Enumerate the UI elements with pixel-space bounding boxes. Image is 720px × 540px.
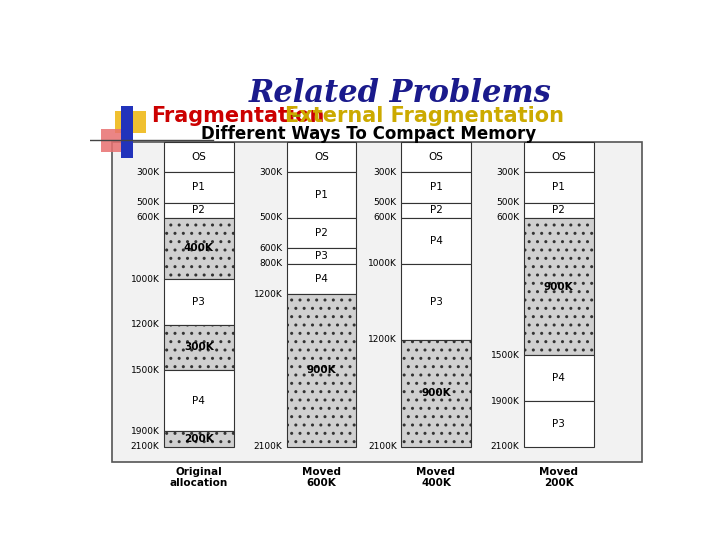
Text: P1: P1 [552, 183, 565, 192]
Bar [164, 172, 234, 202]
Text: OS: OS [428, 152, 444, 162]
Text: P4: P4 [315, 274, 328, 284]
Text: 600K: 600K [374, 213, 397, 222]
Text: P4: P4 [430, 236, 442, 246]
Text: 300K: 300K [374, 167, 397, 177]
Text: 600K: 600K [136, 213, 159, 222]
Text: 300K: 300K [184, 342, 214, 353]
Text: Fragmentation: Fragmentation [151, 106, 325, 126]
Text: 800K: 800K [259, 259, 282, 268]
Bar [164, 202, 234, 218]
Text: 300K: 300K [496, 167, 519, 177]
Text: 1000K: 1000K [130, 274, 159, 284]
Bar [164, 218, 234, 279]
Bar [164, 325, 234, 370]
Text: P2: P2 [192, 205, 205, 215]
Bar [287, 264, 356, 294]
Bar [164, 279, 234, 325]
Text: 500K: 500K [136, 198, 159, 207]
Text: P2: P2 [315, 228, 328, 238]
Text: 900K: 900K [421, 388, 451, 398]
Text: 500K: 500K [259, 213, 282, 222]
Text: Moved
400K: Moved 400K [416, 467, 456, 489]
Bar [401, 202, 471, 218]
Text: Original
allocation: Original allocation [170, 467, 228, 489]
Bar [401, 141, 471, 172]
Text: 2100K: 2100K [490, 442, 519, 451]
Bar [524, 218, 593, 355]
Text: 1200K: 1200K [253, 289, 282, 299]
Bar [287, 172, 356, 218]
Text: 500K: 500K [374, 198, 397, 207]
Bar [401, 218, 471, 264]
Text: OS: OS [314, 152, 329, 162]
Text: 1900K: 1900K [490, 396, 519, 406]
Text: 1200K: 1200K [131, 320, 159, 329]
Bar [287, 248, 356, 264]
Bar [524, 141, 593, 172]
Text: P3: P3 [430, 297, 442, 307]
Bar [401, 264, 471, 340]
Text: 200K: 200K [184, 434, 214, 444]
Text: 300K: 300K [259, 167, 282, 177]
Bar [287, 294, 356, 447]
Bar [121, 106, 133, 158]
Text: 2100K: 2100K [368, 442, 397, 451]
Bar [112, 141, 642, 462]
Text: P1: P1 [192, 183, 205, 192]
Text: External Fragmentation: External Fragmentation [285, 106, 564, 126]
Text: Moved
600K: Moved 600K [302, 467, 341, 489]
Text: 900K: 900K [307, 366, 336, 375]
Text: –: – [284, 106, 309, 126]
Bar [287, 218, 356, 248]
Text: Moved
200K: Moved 200K [539, 467, 578, 489]
Bar [524, 401, 593, 447]
Bar [115, 111, 145, 133]
Bar [401, 340, 471, 447]
Text: P1: P1 [430, 183, 442, 192]
Text: P3: P3 [552, 419, 565, 429]
Text: OS: OS [192, 152, 206, 162]
Text: 1000K: 1000K [368, 259, 397, 268]
Bar [401, 172, 471, 202]
Text: 1900K: 1900K [130, 427, 159, 436]
Text: P2: P2 [430, 205, 442, 215]
Text: 300K: 300K [136, 167, 159, 177]
Bar [164, 370, 234, 431]
Text: 500K: 500K [496, 198, 519, 207]
Text: 900K: 900K [544, 281, 574, 292]
Text: 600K: 600K [259, 244, 282, 253]
Text: P3: P3 [192, 297, 205, 307]
Text: P3: P3 [315, 251, 328, 261]
Bar [164, 431, 234, 447]
Text: 2100K: 2100K [253, 442, 282, 451]
Bar [524, 172, 593, 202]
Text: Related Problems: Related Problems [248, 78, 551, 110]
Text: 600K: 600K [496, 213, 519, 222]
Bar [524, 355, 593, 401]
Text: P1: P1 [315, 190, 328, 200]
Text: 1500K: 1500K [130, 366, 159, 375]
Text: 1500K: 1500K [490, 351, 519, 360]
Bar [164, 141, 234, 172]
Text: 400K: 400K [184, 244, 214, 253]
Text: Different Ways To Compact Memory: Different Ways To Compact Memory [202, 125, 536, 143]
Text: P4: P4 [552, 373, 565, 383]
Text: OS: OS [552, 152, 566, 162]
Text: 2100K: 2100K [131, 442, 159, 451]
Bar [287, 141, 356, 172]
Text: 1200K: 1200K [368, 335, 397, 345]
Text: P4: P4 [192, 396, 205, 406]
Bar [524, 202, 593, 218]
Bar [101, 129, 132, 152]
Text: P2: P2 [552, 205, 565, 215]
